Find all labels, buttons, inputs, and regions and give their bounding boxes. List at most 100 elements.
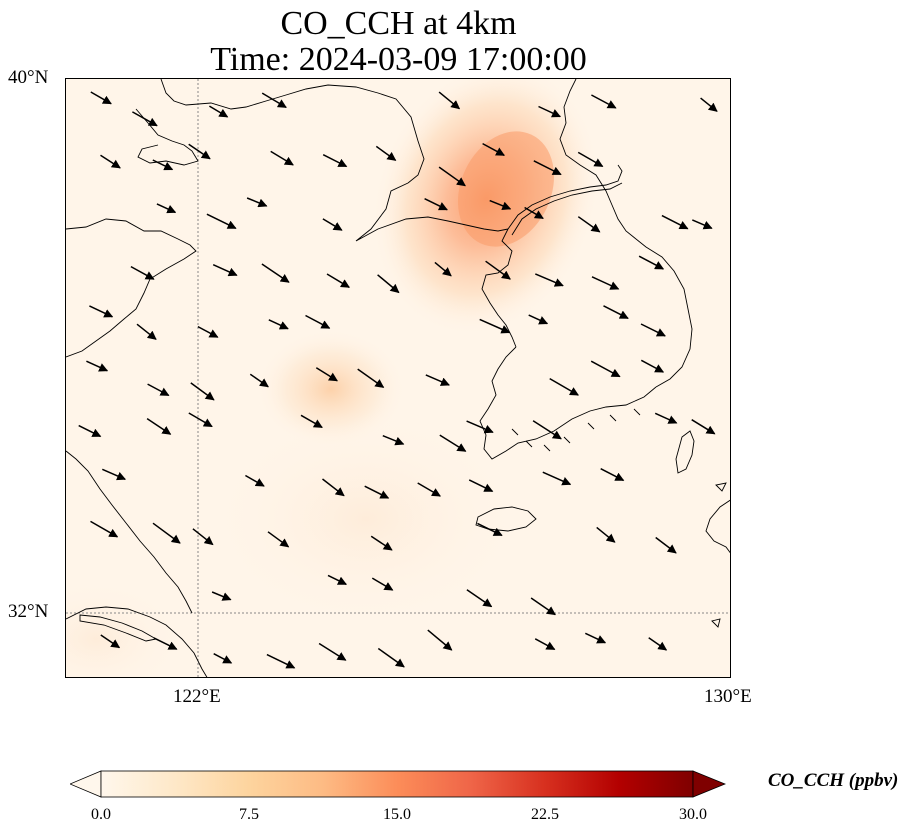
wind-arrow — [591, 94, 617, 109]
wind-arrow — [261, 92, 287, 109]
wind-arrow — [466, 589, 493, 608]
wind-arrow — [648, 637, 668, 651]
map-gridlines — [66, 79, 730, 677]
wind-arrow — [577, 151, 604, 168]
wind-arrow — [640, 323, 666, 337]
coastline-china-liaoning — [160, 79, 425, 184]
wind-arrow — [212, 264, 238, 277]
wind-arrow — [206, 213, 237, 229]
coastline-yangtze-estuary — [66, 606, 208, 677]
wind-arrow — [542, 471, 572, 486]
wind-arrow — [382, 435, 405, 446]
co-plume-south — [206, 409, 526, 629]
wind-arrow — [489, 199, 512, 211]
wind-arrow — [425, 374, 450, 386]
co-concentration-field — [66, 79, 600, 677]
wind-arrow — [535, 273, 564, 287]
wind-arrow — [78, 424, 102, 438]
wind-arrow — [190, 382, 215, 401]
wind-arrow — [146, 417, 172, 435]
wind-arrow — [655, 536, 677, 554]
japan-islands — [711, 482, 727, 628]
wind-vectors — [78, 91, 718, 669]
colorbar-tick-22-5: 22.5 — [531, 806, 559, 823]
coastline-korea-west — [479, 346, 657, 460]
wind-arrow — [577, 216, 601, 233]
tsushima-island — [675, 430, 695, 474]
map-panel[interactable] — [65, 78, 731, 678]
wind-arrow — [549, 377, 579, 396]
wind-arrow — [188, 143, 211, 160]
wind-arrow — [439, 434, 467, 452]
wind-arrow — [192, 528, 214, 546]
colorbar-tick-0: 0.0 — [91, 806, 111, 823]
wind-arrow — [318, 642, 347, 661]
wind-arrow — [468, 479, 494, 492]
colorbar-title: CO_CCH (ppbv) — [768, 770, 899, 791]
wind-arrow — [101, 468, 127, 481]
colorbar-extend-max — [692, 770, 726, 798]
border-north-korea — [507, 164, 623, 236]
wind-arrow — [600, 468, 625, 482]
wind-arrow — [485, 260, 511, 280]
wind-arrow — [357, 368, 385, 389]
wind-arrow — [327, 574, 348, 585]
wind-arrow — [90, 91, 112, 105]
wind-arrow — [534, 638, 556, 651]
wind-arrow — [315, 367, 338, 382]
wind-arrow — [326, 273, 350, 288]
wind-arrow — [528, 314, 549, 325]
colorbar-extend-min — [70, 770, 102, 798]
wind-arrow — [261, 263, 290, 283]
wind-arrow — [692, 219, 713, 230]
lon-tick-130e: 130°E — [704, 686, 752, 707]
coastline-yangtze-islands — [79, 614, 158, 642]
wind-arrow — [305, 314, 331, 329]
coastline-korea-east — [559, 79, 693, 388]
map-plot — [66, 79, 730, 677]
colorbar-tick-15: 15.0 — [383, 806, 411, 823]
wind-arrow — [322, 218, 343, 231]
wind-arrow — [590, 360, 621, 378]
wind-arrow — [417, 482, 441, 497]
wind-arrow — [538, 105, 562, 118]
wind-arrow — [266, 653, 296, 669]
wind-arrow — [434, 261, 452, 277]
wind-arrow — [100, 154, 121, 169]
co-plume-core — [457, 131, 555, 247]
wind-arrow — [197, 325, 219, 338]
wind-arrow — [370, 535, 393, 551]
wind-arrow — [466, 420, 494, 434]
wind-arrow — [100, 634, 121, 649]
coastline-liaodong-peninsula — [355, 182, 509, 242]
wind-arrow — [530, 597, 556, 616]
wind-arrow — [584, 632, 607, 644]
wind-arrow — [188, 412, 213, 428]
wind-arrow — [246, 197, 268, 208]
wind-arrow — [90, 520, 119, 538]
wind-arrow — [479, 318, 511, 334]
lat-tick-32n: 32°N — [8, 601, 49, 622]
wind-arrow — [249, 373, 269, 388]
colorbar-tick-7-5: 7.5 — [239, 806, 259, 823]
wind-arrow — [424, 198, 448, 211]
wind-arrow — [654, 412, 678, 424]
wind-arrow — [300, 414, 323, 429]
colorbar-tick-30: 30.0 — [679, 806, 707, 823]
wind-arrow — [427, 629, 453, 651]
wind-arrow — [322, 154, 348, 168]
wind-arrow — [245, 474, 265, 487]
wind-arrow — [377, 647, 405, 668]
map-subtitle-time: Time: 2024-03-09 17:00:00 — [210, 41, 587, 78]
wind-arrow — [322, 478, 345, 497]
wind-arrow — [638, 255, 665, 270]
lon-tick-122e: 122°E — [173, 686, 221, 707]
colorbar-gradient — [100, 770, 694, 798]
wind-arrow — [438, 91, 461, 110]
wind-arrow — [375, 145, 397, 161]
wind-arrow — [152, 159, 174, 171]
wind-arrow — [86, 360, 109, 372]
wind-arrow — [533, 160, 562, 176]
co-plume-southwest — [66, 579, 186, 677]
wind-arrow — [482, 142, 505, 156]
